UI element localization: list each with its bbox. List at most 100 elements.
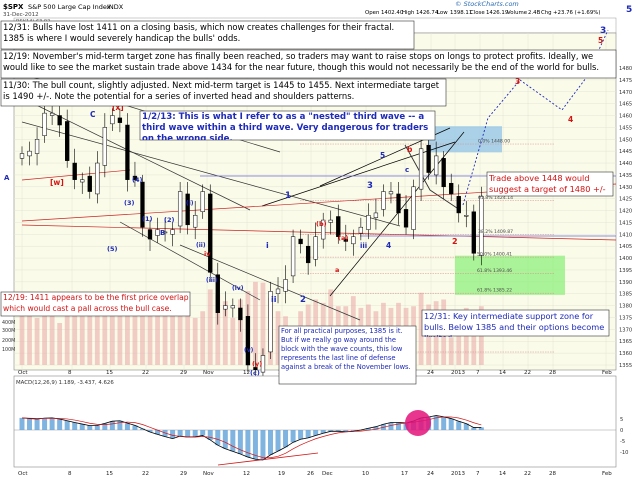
wave-label-v-lower: (v): [244, 347, 254, 354]
volume-bar: [109, 311, 115, 365]
macd-histogram-bar: [388, 422, 394, 430]
price-tick-label: 1410: [619, 232, 632, 238]
wave-label-A: A: [4, 174, 10, 182]
macd-histogram-bar: [177, 430, 183, 437]
volume-bar: [155, 312, 160, 365]
macd-histogram-bar: [350, 430, 356, 432]
macd-plot: [14, 410, 616, 466]
candle-body: [456, 196, 461, 214]
wave-label-three-large: 3: [600, 26, 606, 36]
volume-bar: [79, 316, 85, 365]
macd-histogram-bar: [185, 430, 191, 438]
note-1231-top-box: [0, 20, 415, 50]
wave-label-iv: iv: [204, 250, 211, 258]
candle-body: [403, 209, 409, 228]
macd-histogram-bar: [230, 430, 236, 452]
volume-bar: [102, 306, 108, 365]
macd-histogram-bar: [117, 420, 123, 430]
wave-label-red-2: 2: [452, 237, 458, 246]
trend-line: [21, 224, 617, 241]
wave-labels: C[x][w]bba12345iiiiiiBA(y)(c)(b)(a)civ(5…: [4, 5, 632, 377]
candle-body: [170, 229, 175, 235]
wave-label-red-4: 4: [568, 115, 573, 124]
note-1231-bottom: 12/31: Key intermediate support zone for…: [424, 311, 604, 337]
volume-tick-label: 300M: [2, 328, 15, 334]
volume-bar: [222, 301, 228, 365]
wave-label-w: [w]: [50, 178, 64, 187]
macd-histogram-bar: [155, 430, 161, 435]
macd-histogram-bar: [147, 430, 153, 432]
x-tick-label: 19: [278, 471, 285, 477]
price-tick-label: 1360: [619, 351, 632, 357]
candle-body: [268, 291, 273, 353]
candle-body: [125, 124, 130, 180]
candle-body: [19, 153, 25, 159]
macd-histogram-bar: [373, 426, 379, 430]
candle-body: [358, 226, 364, 234]
macd-histogram-bar: [19, 417, 25, 430]
x-tick-label: 17: [401, 471, 408, 477]
candle-body: [238, 307, 243, 321]
wave-label-three-paren: (3): [124, 199, 134, 207]
volume-bar: [94, 309, 100, 365]
candle-body: [449, 182, 454, 195]
price-tick-label: 1470: [619, 90, 632, 96]
volume-bar: [275, 311, 281, 365]
price-tick-label: 1475: [619, 78, 632, 84]
x-tick-label: Dec: [322, 471, 333, 477]
volume-tick-label: 100M: [2, 347, 15, 353]
wave-label-four-paren: (4): [132, 176, 142, 184]
exchange-label: INDX: [107, 3, 124, 11]
x-tick-label: 15: [106, 370, 113, 376]
candle-body: [57, 115, 62, 126]
open-key: Open: [365, 10, 379, 16]
price-tick-label: 1455: [619, 125, 632, 131]
x-tick-label: 8: [68, 370, 72, 376]
price-tick-label: 1375: [619, 315, 632, 321]
macd-histogram-bar: [64, 420, 70, 430]
volume-bar: [57, 323, 63, 365]
volume-bar: [64, 310, 70, 365]
macd-tick-label: -10: [620, 450, 628, 456]
wave-label-five-paren: (5): [107, 245, 117, 253]
x-tick-label: 14: [499, 471, 506, 477]
macd-histogram-bar: [162, 430, 168, 437]
volume-bar: [132, 311, 138, 365]
macd-highlight-circle: [405, 410, 431, 436]
change-key: Chg: [541, 10, 552, 16]
x-tick-label: 24: [427, 370, 434, 376]
candle-body: [290, 236, 296, 277]
fib-level-label: 0.0% 1448.00: [478, 139, 510, 145]
note-1385-text: For all practical purposes, 1385 is it. …: [281, 327, 411, 371]
volume-bar: [42, 311, 47, 365]
support-zone-1385-1401: [455, 255, 565, 295]
price-tick-label: 1425: [619, 197, 632, 203]
macd-histogram-bar: [275, 430, 281, 452]
macd-signal-line: [21, 416, 482, 459]
candle-body: [155, 229, 160, 236]
x-tick-label: 26: [307, 471, 314, 477]
wave-label-iv-lower: (iv): [232, 285, 244, 292]
x-tick-label: 8: [68, 471, 72, 477]
note-1411-box: [0, 291, 191, 317]
macd-histogram-bar: [471, 427, 477, 430]
macd-histogram-bar: [441, 416, 447, 430]
x-tick-label: 22: [524, 370, 531, 376]
price-tick-label: 1400: [619, 256, 632, 262]
price-tick-label: 1445: [619, 149, 632, 155]
price-tick-label: 1480: [619, 66, 632, 72]
wave-label-two-paren: (2): [164, 216, 174, 224]
volume-bar: [72, 311, 78, 365]
volume-bar: [34, 317, 40, 365]
macd-histogram-bar: [433, 415, 439, 430]
candle-body: [418, 148, 424, 190]
candle-body: [426, 144, 431, 173]
target-zone-1445-1455: [428, 126, 502, 153]
volume-bar: [27, 312, 32, 365]
x-tick-label: Nov: [203, 471, 214, 477]
candle-body: [65, 121, 70, 161]
volume-bar: [19, 314, 25, 365]
candle-body: [298, 238, 303, 245]
wave-label-c-lower: c: [405, 166, 409, 174]
